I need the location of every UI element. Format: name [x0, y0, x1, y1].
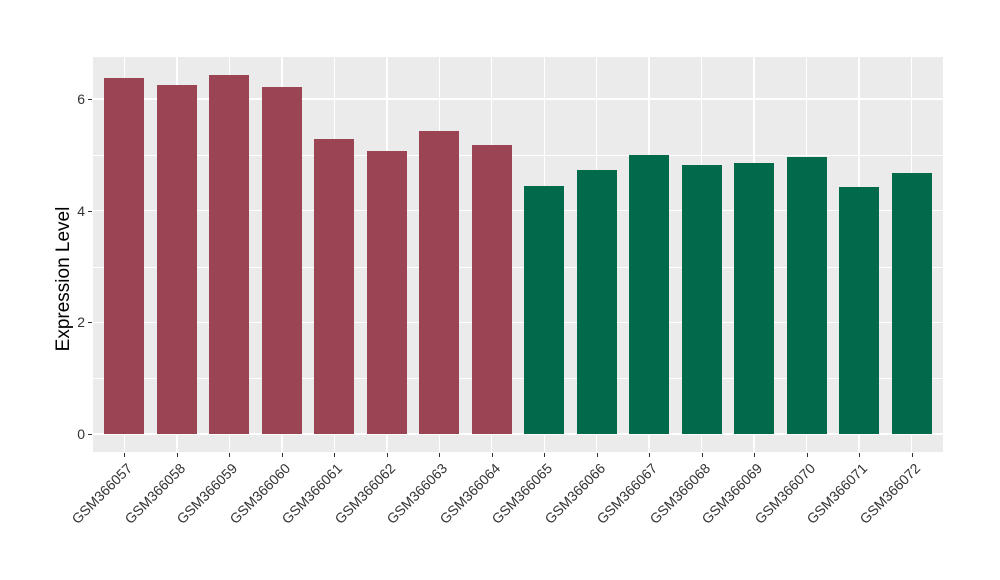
y-tick-label: 0 — [77, 426, 85, 442]
y-tick-mark — [88, 99, 92, 101]
gridline-major-y — [93, 98, 943, 100]
bar-GSM366064 — [471, 144, 512, 434]
gridline-minor-y — [93, 266, 943, 268]
bar-GSM366058 — [156, 84, 197, 434]
x-tick-mark — [544, 453, 546, 457]
bar-GSM366070 — [786, 156, 827, 434]
x-tick-mark — [596, 453, 598, 457]
x-tick-mark — [491, 453, 493, 457]
gridline-major-y — [93, 321, 943, 324]
x-tick-mark — [439, 453, 441, 457]
x-tick-mark — [911, 453, 913, 457]
bar-GSM366057 — [104, 77, 145, 434]
gridline-major-y — [93, 433, 943, 435]
x-tick-mark — [334, 453, 336, 457]
y-tick-mark — [88, 210, 92, 212]
y-tick-label: 6 — [77, 91, 85, 108]
x-tick-mark — [124, 453, 126, 457]
plot-panel — [93, 57, 943, 452]
bar-GSM366067 — [629, 154, 670, 434]
bar-GSM366059 — [209, 75, 250, 434]
x-tick-mark — [281, 453, 283, 457]
bar-GSM366060 — [261, 86, 302, 434]
gridline-minor-y — [93, 378, 943, 379]
bar-GSM366068 — [681, 164, 722, 434]
bar-GSM366062 — [366, 150, 407, 434]
gridline-major-y — [93, 209, 943, 212]
bar-GSM366066 — [576, 169, 617, 434]
x-tick-mark — [701, 453, 703, 457]
y-tick-label: 4 — [77, 202, 85, 219]
x-tick-mark — [649, 453, 651, 457]
x-tick-mark — [386, 453, 388, 457]
x-tick-mark — [806, 453, 808, 457]
bar-GSM366069 — [734, 162, 775, 434]
bar-GSM366063 — [419, 130, 460, 434]
bar-GSM366071 — [839, 186, 880, 434]
x-tick-mark — [859, 453, 861, 457]
gridline-minor-y — [93, 154, 943, 156]
bar-GSM366061 — [314, 139, 355, 434]
bar-GSM366065 — [524, 186, 565, 434]
y-tick-label: 2 — [77, 314, 85, 331]
bar-GSM366072 — [891, 173, 932, 434]
y-tick-mark — [88, 322, 92, 324]
x-tick-mark — [754, 453, 756, 457]
y-tick-mark — [88, 434, 92, 435]
x-tick-mark — [176, 453, 178, 457]
x-tick-mark — [229, 453, 231, 457]
